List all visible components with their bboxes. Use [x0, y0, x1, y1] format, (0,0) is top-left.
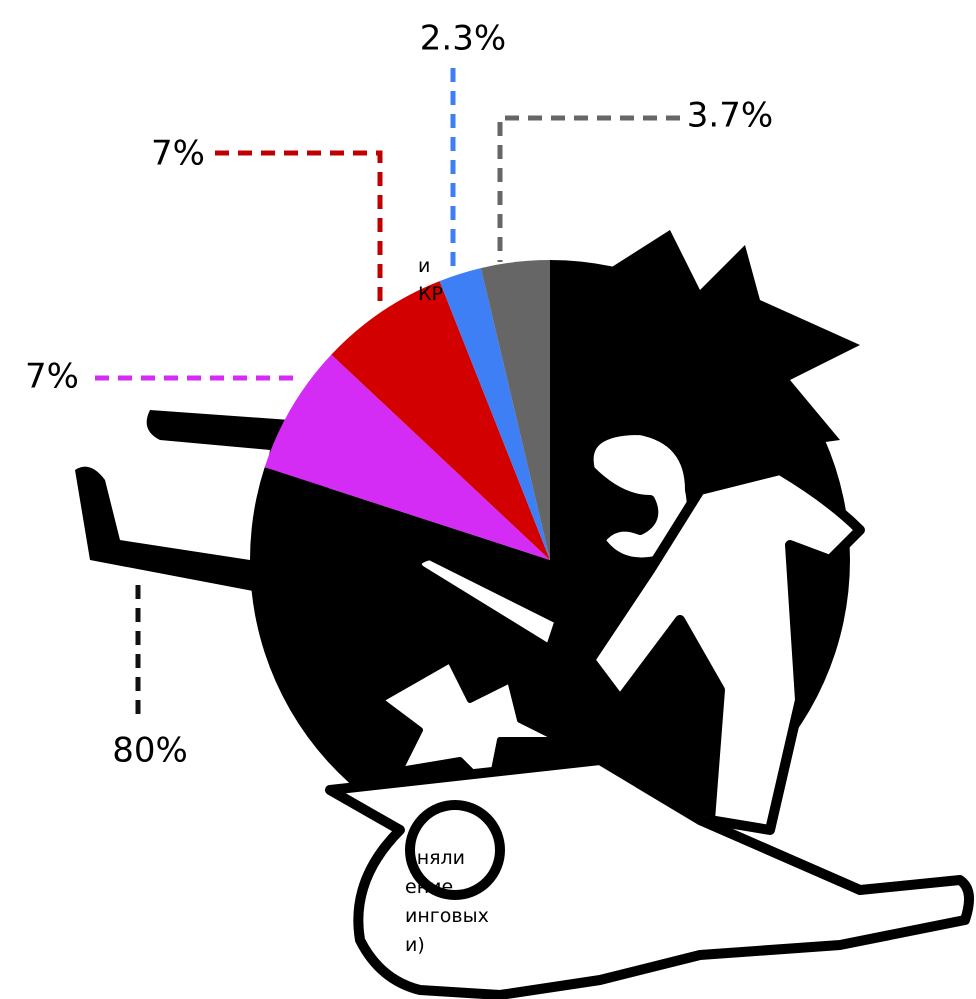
pie-slice	[439, 268, 550, 560]
value-label: 7%	[151, 134, 205, 174]
leader-line	[215, 150, 383, 305]
note-line: и)	[405, 934, 425, 956]
note-line: еняли	[405, 847, 465, 869]
pie-slice	[264, 354, 550, 560]
note-line: и	[418, 255, 430, 277]
value-label: 2.3%	[420, 19, 506, 59]
note-line: ение	[405, 876, 453, 898]
pie-slice	[331, 281, 550, 560]
value-label: 3.7%	[687, 96, 773, 136]
pie-slice	[480, 260, 550, 560]
illustration-front	[325, 425, 974, 999]
value-label: 80%	[112, 731, 188, 771]
value-label: 7%	[25, 357, 79, 397]
note-line: инговых	[405, 905, 489, 927]
leader-line	[497, 115, 680, 262]
note-line: КР	[418, 283, 443, 305]
labels: 80% 7% 7% 2.3% 3.7%	[25, 19, 773, 771]
